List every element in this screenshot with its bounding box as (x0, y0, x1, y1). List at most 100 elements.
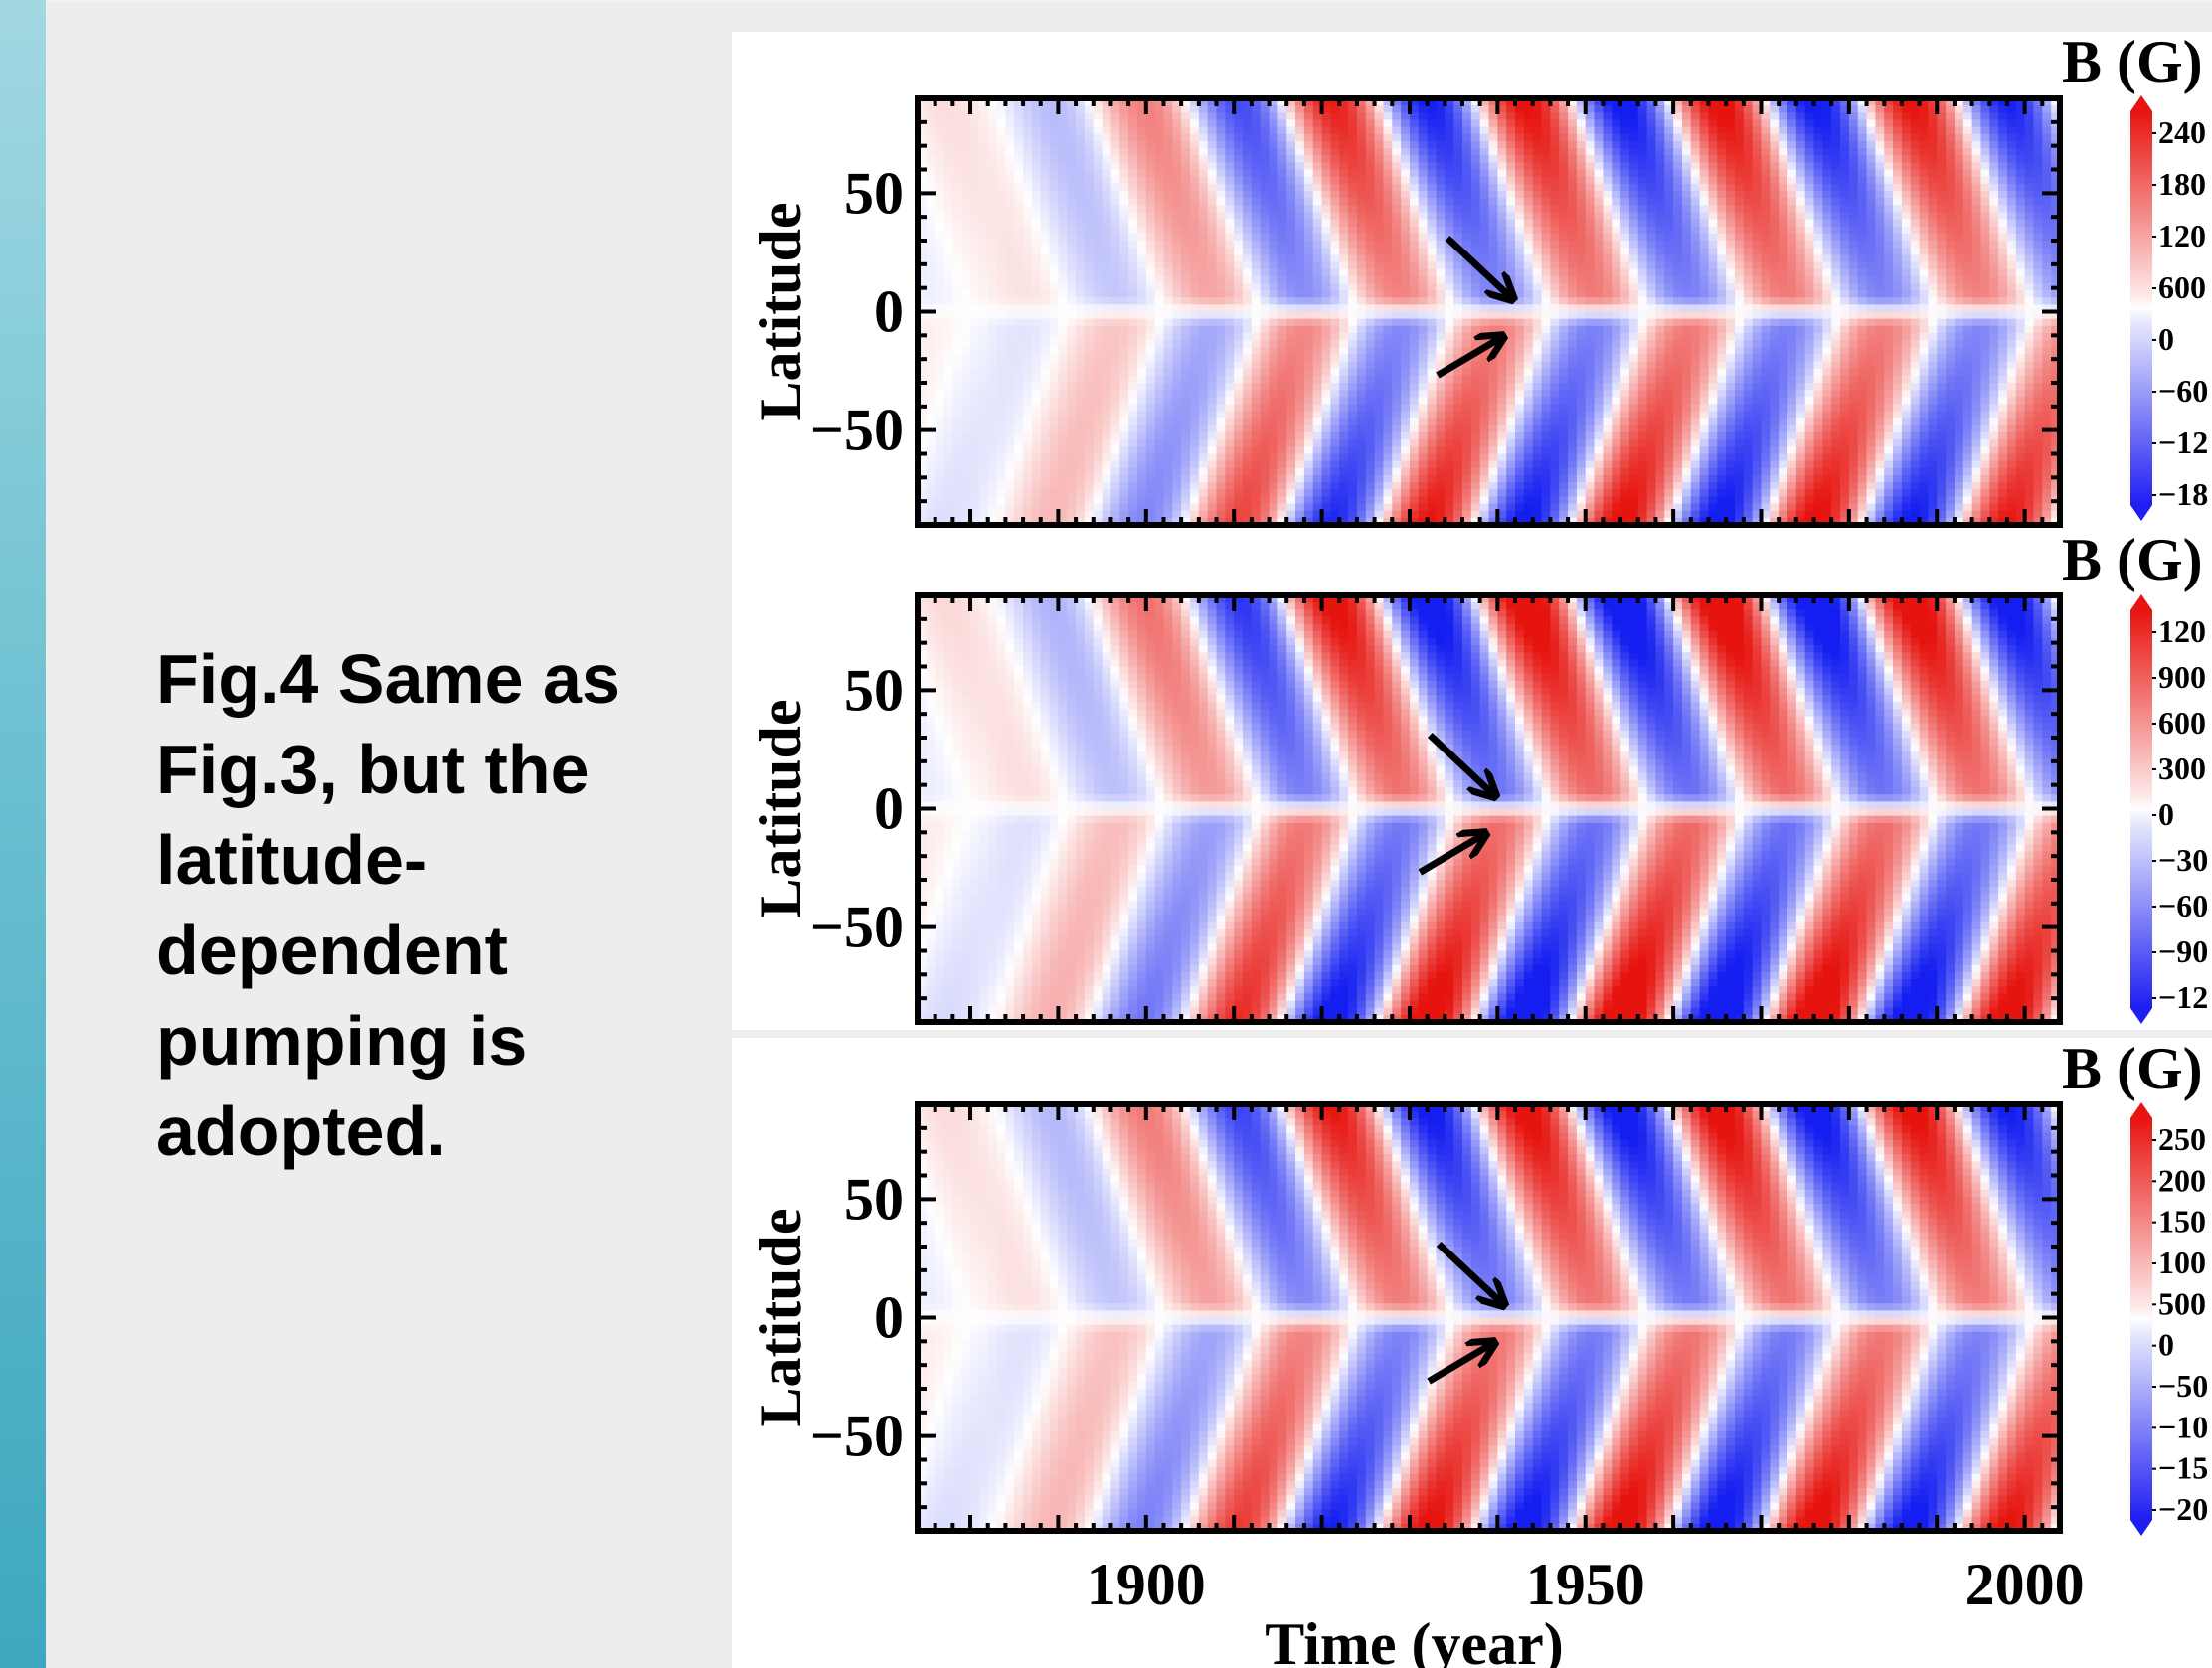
heatmap-cell (1076, 269, 1085, 277)
heatmap-cell (1471, 191, 1480, 199)
heatmap-cell (1128, 354, 1137, 362)
heatmap-cell (1076, 191, 1085, 199)
heatmap-cell (1261, 418, 1270, 426)
heatmap-cell (1313, 283, 1322, 291)
heatmap-cell (1163, 220, 1172, 228)
heatmap-cell (1542, 155, 1551, 163)
heatmap-cell (1568, 141, 1577, 149)
heatmap-cell (979, 412, 988, 419)
heatmap-cell (1085, 212, 1094, 220)
heatmap-cell (1515, 112, 1524, 120)
heatmap-cell (1155, 482, 1164, 490)
heatmap-cell (1515, 446, 1524, 454)
heatmap-cell (961, 404, 970, 412)
heatmap-cell (1103, 376, 1111, 384)
heatmap-cell (1533, 468, 1542, 476)
heatmap-cell (1515, 454, 1524, 462)
heatmap-cell (1217, 134, 1226, 142)
heatmap-cell (1375, 468, 1384, 476)
heatmap-cell (944, 162, 953, 170)
heatmap-cell (1612, 439, 1620, 447)
heatmap-cell (1146, 290, 1155, 298)
heatmap-cell (1146, 418, 1155, 426)
heatmap-cell (1524, 425, 1533, 433)
heatmap-cell (1050, 362, 1059, 370)
heatmap-cell (1085, 312, 1094, 320)
heatmap-cell (1577, 333, 1586, 341)
heatmap-cell (1041, 454, 1050, 462)
heatmap-cell (1568, 369, 1577, 377)
heatmap-cell (1595, 290, 1604, 298)
heatmap-cell (1330, 404, 1339, 412)
heatmap-cell (988, 212, 997, 220)
heatmap-cell (1277, 369, 1286, 377)
heatmap-cell (1366, 489, 1375, 497)
heatmap-cell (1208, 184, 1217, 192)
heatmap-cell (1304, 155, 1313, 163)
heatmap-cell (952, 397, 961, 405)
heatmap-cell (1533, 205, 1542, 213)
heatmap-cell (1128, 261, 1137, 269)
heatmap-cell (970, 227, 979, 235)
heatmap-cell (1542, 254, 1551, 262)
heatmap-cell (1094, 304, 1103, 312)
heatmap-cell (1471, 112, 1480, 120)
heatmap-cell (1103, 177, 1111, 185)
heatmap-cell (1383, 333, 1392, 341)
heatmap-cell (1480, 397, 1489, 405)
heatmap-cell (1603, 397, 1612, 405)
heatmap-cell (944, 184, 953, 192)
heatmap-cell (1410, 141, 1419, 149)
heatmap-cell (1428, 248, 1437, 255)
heatmap-cell (1453, 412, 1462, 419)
heatmap-cell (1076, 241, 1085, 249)
heatmap-cell (1014, 162, 1023, 170)
heatmap-cell (1383, 241, 1392, 249)
heatmap-cell (997, 504, 1006, 512)
heatmap-cell (1612, 205, 1620, 213)
heatmap-cell (1357, 354, 1366, 362)
heatmap-cell (1629, 475, 1638, 483)
heatmap-cell (1366, 220, 1375, 228)
heatmap-cell (1243, 276, 1252, 284)
heatmap-cell (1524, 418, 1533, 426)
heatmap-cell (1128, 205, 1137, 213)
heatmap-cell (1515, 468, 1524, 476)
heatmap-cell (1163, 362, 1172, 370)
heatmap-cell (1304, 412, 1313, 419)
heatmap-cell (1313, 439, 1322, 447)
heatmap-cell (1270, 241, 1278, 249)
heatmap-cell (1506, 475, 1515, 483)
heatmap-cell (1243, 254, 1252, 262)
heatmap-cell (936, 198, 944, 206)
heatmap-cell (1190, 269, 1199, 277)
heatmap-cell (961, 383, 970, 391)
heatmap-cell (1638, 425, 1647, 433)
heatmap-cell (1436, 482, 1445, 490)
heatmap-cell (1542, 496, 1551, 504)
heatmap-cell (1401, 418, 1410, 426)
heatmap-cell (1348, 354, 1357, 362)
heatmap-cell (1050, 412, 1059, 419)
heatmap-cell (1480, 425, 1489, 433)
heatmap-cell (1542, 362, 1551, 370)
heatmap-cell (1172, 112, 1181, 120)
heatmap-cell (1339, 112, 1348, 120)
heatmap-cell (1471, 376, 1480, 384)
heatmap-cell (1172, 319, 1181, 327)
heatmap-cell (1137, 454, 1146, 462)
heatmap-cell (1304, 347, 1313, 355)
heatmap-cell (1445, 376, 1453, 384)
heatmap-cell (1067, 482, 1076, 490)
heatmap-cell (1419, 376, 1428, 384)
heatmap-cell (1094, 461, 1103, 469)
heatmap-cell (1577, 439, 1586, 447)
heatmap-cell (1419, 504, 1428, 512)
heatmap-cell (1392, 376, 1401, 384)
heatmap-cell (927, 418, 936, 426)
heatmap-cell (979, 425, 988, 433)
heatmap-cell (1146, 283, 1155, 291)
heatmap-cell (979, 141, 988, 149)
heatmap-cell (961, 333, 970, 341)
heatmap-cell (1401, 412, 1410, 419)
